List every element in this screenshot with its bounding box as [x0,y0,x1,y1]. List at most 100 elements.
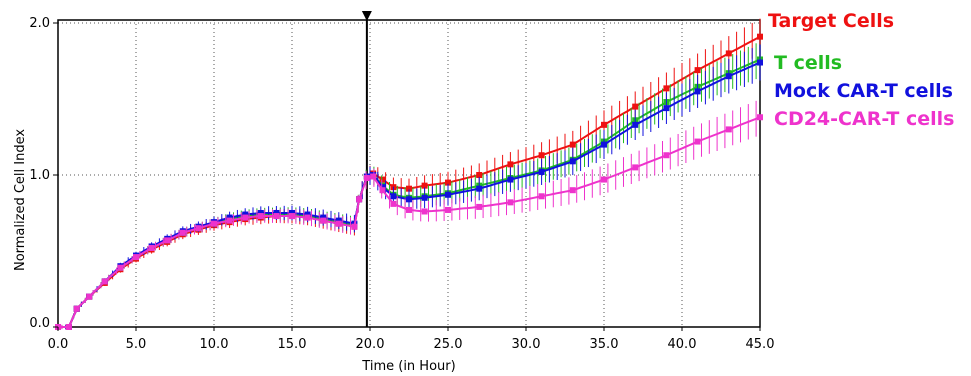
data-point [257,213,264,220]
x-tick-label: 35.0 [590,337,619,352]
data-point [445,191,451,198]
data-point [406,206,412,213]
data-point [757,33,763,40]
x-tick-label: 45.0 [746,337,775,352]
data-point [421,208,428,215]
data-point [421,182,428,189]
data-point [390,193,397,200]
legend-entry: T cells [774,52,842,74]
data-point [179,229,186,236]
data-point [569,158,576,165]
data-point [101,278,108,285]
series-cd24-car-t-cells [55,100,763,330]
data-point [445,206,451,213]
data-point [694,67,701,74]
data-point [757,59,763,66]
data-point [538,168,545,175]
data-point [476,185,483,192]
data-point [335,217,342,224]
data-point [757,114,763,121]
data-point [725,73,732,80]
data-point [476,172,483,178]
data-point [476,203,483,210]
data-point [320,214,327,221]
legend-entry: CD24-CAR-T cells [774,108,954,130]
y-tick-label: 1.0 [29,168,50,183]
data-point [406,196,412,203]
data-point [242,211,249,218]
data-point [211,220,217,227]
data-point [569,141,576,148]
data-point [379,184,386,191]
data-point [363,175,370,182]
data-point [320,217,327,224]
legend: Target Cells T cells Mock CAR-T cells CD24-… [768,10,954,130]
x-axis-ticks: 0.0 5.0 10.0 15.0 20.0 25.0 30.0 35.0 40.0 45.0 [48,327,775,352]
x-tick-label: 40.0 [668,337,697,352]
x-tick-label: 25.0 [434,337,463,352]
data-point [356,196,363,203]
x-tick-label: 5.0 [126,337,147,352]
x-axis-title: Time (in Hour) [361,359,455,374]
data-point [86,293,93,300]
data-point [507,176,514,183]
data-point [601,176,607,183]
data-point [164,237,171,244]
x-tick-label: 20.0 [356,337,385,352]
data-point [632,103,639,110]
x-tick-label: 0.0 [48,337,69,352]
data-point [507,161,514,168]
data-point [242,214,249,221]
data-point [601,141,607,148]
data-point [632,164,639,171]
data-point [226,217,233,224]
data-point [379,187,386,194]
data-point [725,126,732,133]
data-point [65,324,72,330]
series-layer [55,18,763,330]
data-point [304,214,311,221]
data-point [663,85,670,92]
data-point [273,210,280,216]
data-point [507,199,514,206]
data-point [445,179,451,186]
data-point [421,194,428,201]
data-point [538,193,545,200]
legend-entry: Target Cells [768,10,894,32]
data-point [379,176,386,183]
data-point [73,305,80,312]
data-point [117,264,124,271]
x-tick-label: 15.0 [278,337,307,352]
data-point [351,223,358,230]
data-point [257,210,264,216]
data-point [632,121,639,128]
data-point [569,187,576,194]
data-point [273,213,280,220]
data-point [195,225,202,232]
data-point [538,152,545,159]
data-point [289,213,295,220]
series-target-cells [55,18,763,330]
x-tick-label: 30.0 [512,337,541,352]
data-point [133,254,139,261]
data-point [663,152,670,159]
data-point [406,185,412,192]
data-point [289,210,295,216]
data-point [694,88,701,95]
y-axis-ticks: 0.0 1.0 2.0 [29,16,58,331]
data-point [370,173,377,180]
data-point [148,244,155,251]
data-point [226,214,233,221]
data-point [601,121,607,128]
data-point [335,220,342,227]
grid-lines [58,20,760,327]
plot-frame [57,19,761,328]
data-point [663,105,670,112]
y-tick-label: 0.0 [29,316,50,331]
legend-entry: Mock CAR-T cells [774,80,953,102]
treatment-marker-icon [361,11,372,21]
data-point [694,138,701,145]
y-axis-title: Normalized Cell Index [13,129,28,271]
y-tick-label: 2.0 [29,16,50,31]
